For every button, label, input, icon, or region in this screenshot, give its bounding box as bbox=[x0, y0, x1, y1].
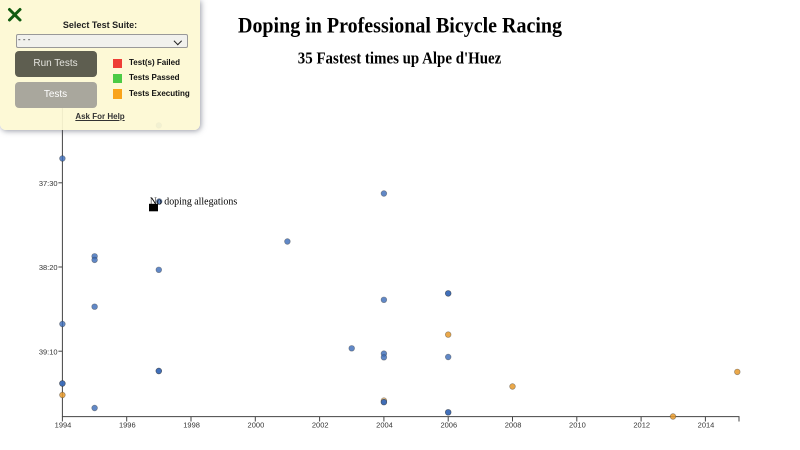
svg-text:37:30: 37:30 bbox=[39, 179, 58, 188]
svg-text:39:10: 39:10 bbox=[39, 347, 58, 356]
svg-text:1996: 1996 bbox=[119, 421, 136, 430]
svg-text:Doping in Professional Bicycle: Doping in Professional Bicycle Racing bbox=[238, 13, 562, 38]
svg-text:2010: 2010 bbox=[569, 421, 586, 430]
svg-text:2004: 2004 bbox=[376, 421, 393, 430]
svg-text:2002: 2002 bbox=[312, 421, 329, 430]
svg-text:2012: 2012 bbox=[633, 421, 650, 430]
svg-text:2008: 2008 bbox=[505, 421, 522, 430]
svg-text:2000: 2000 bbox=[248, 421, 265, 430]
svg-text:38:20: 38:20 bbox=[39, 263, 58, 272]
svg-text:1994: 1994 bbox=[55, 421, 72, 430]
svg-text:No doping allegations: No doping allegations bbox=[150, 195, 238, 207]
svg-text:2014: 2014 bbox=[698, 421, 715, 430]
svg-text:35 Fastest times up Alpe d'Hue: 35 Fastest times up Alpe d'Huez bbox=[298, 48, 502, 67]
svg-text:2006: 2006 bbox=[440, 421, 457, 430]
svg-text:1998: 1998 bbox=[183, 421, 200, 430]
